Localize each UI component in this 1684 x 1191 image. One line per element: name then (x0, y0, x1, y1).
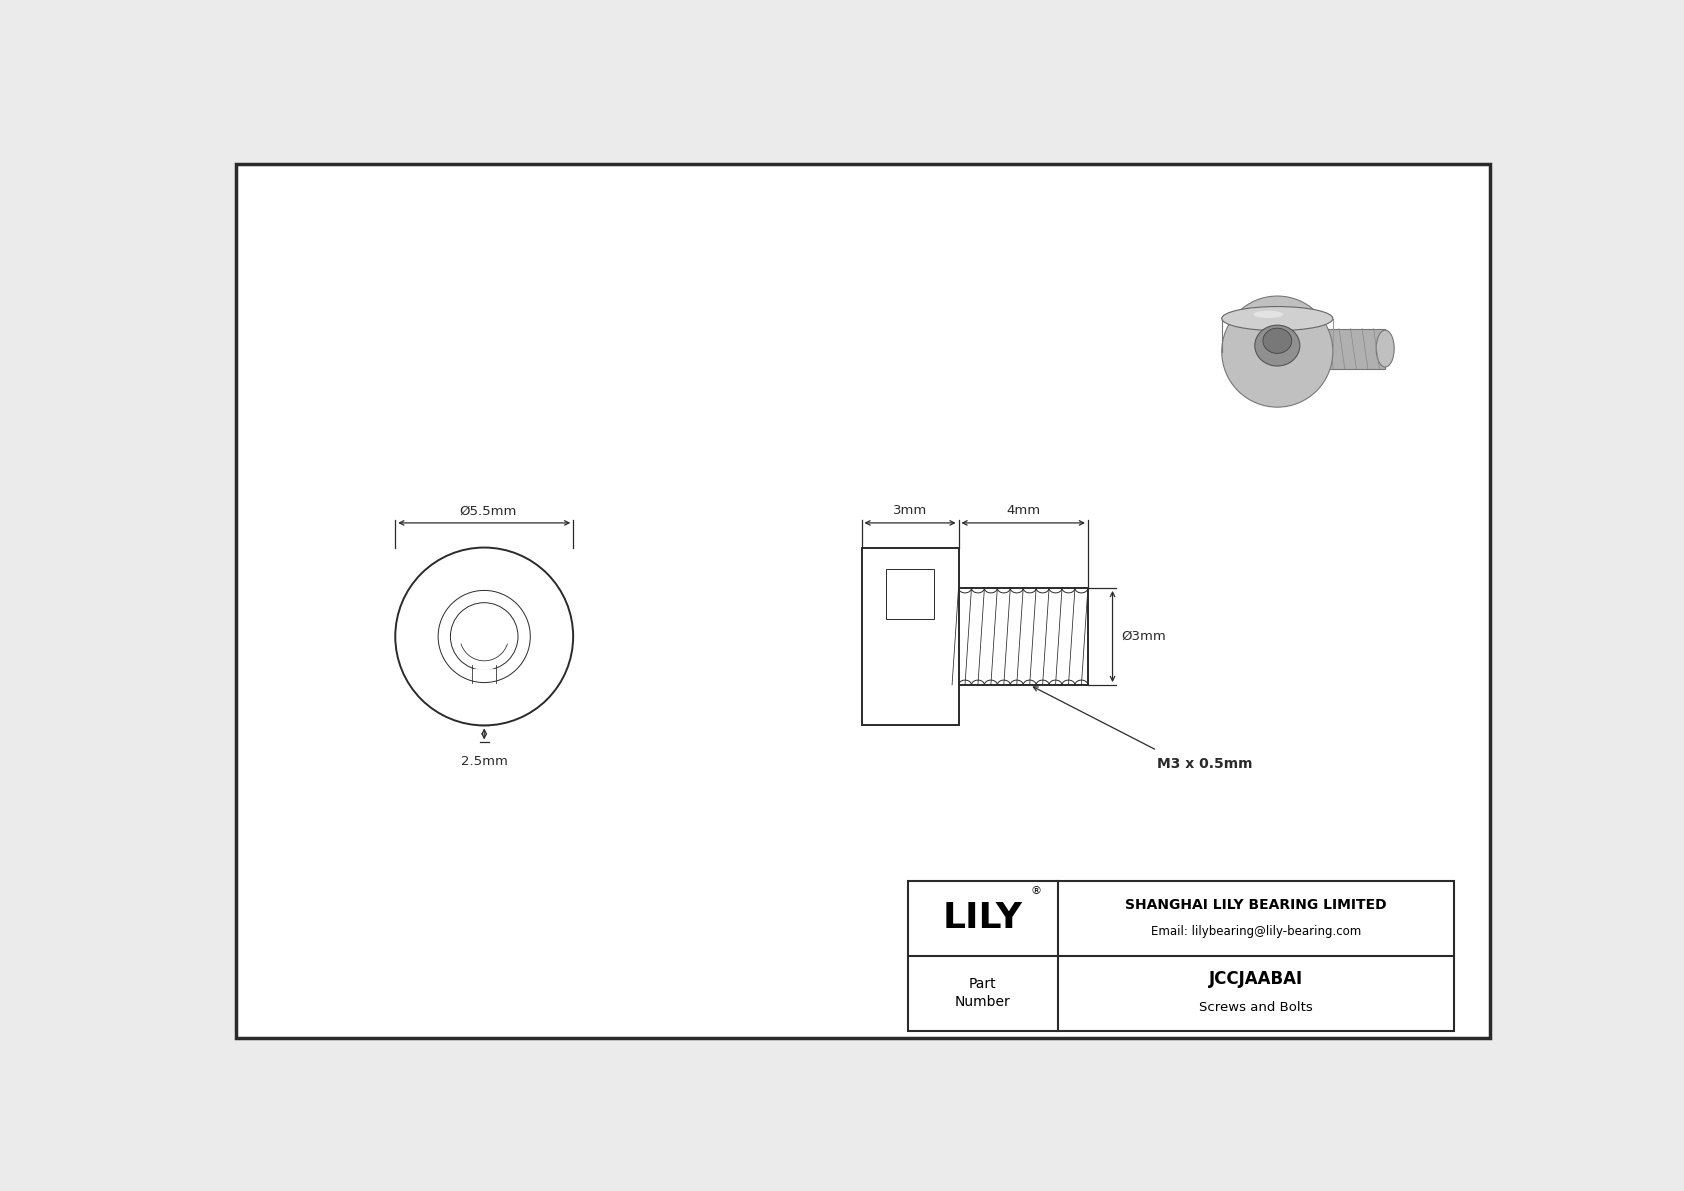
Text: 3mm: 3mm (893, 504, 928, 517)
Ellipse shape (1223, 306, 1332, 331)
Text: JCCJAABAI: JCCJAABAI (1209, 971, 1303, 989)
Text: Email: lilybearing@lily-bearing.com: Email: lilybearing@lily-bearing.com (1150, 924, 1361, 937)
Bar (886, 569, 935, 618)
Text: Screws and Bolts: Screws and Bolts (1199, 1000, 1314, 1014)
Text: LILY: LILY (943, 902, 1022, 935)
Text: Ø5.5mm: Ø5.5mm (460, 505, 517, 518)
Ellipse shape (1223, 297, 1332, 407)
Bar (1305, 329, 1386, 368)
Text: SHANGHAI LILY BEARING LIMITED: SHANGHAI LILY BEARING LIMITED (1125, 898, 1388, 912)
Text: Part
Number: Part Number (955, 977, 1010, 1010)
Ellipse shape (1376, 330, 1394, 367)
Bar (908, 880, 1455, 1030)
Ellipse shape (1253, 311, 1283, 318)
Circle shape (438, 591, 530, 682)
Text: M3 x 0.5mm: M3 x 0.5mm (1157, 756, 1253, 771)
Text: Ø3mm: Ø3mm (1122, 630, 1167, 643)
Bar (862, 548, 958, 725)
Text: ®: ® (1031, 886, 1041, 897)
Circle shape (396, 548, 573, 725)
Ellipse shape (1263, 329, 1292, 354)
Circle shape (450, 603, 519, 671)
Text: 4mm: 4mm (1005, 504, 1041, 517)
Ellipse shape (1255, 325, 1300, 366)
Text: 2.5mm: 2.5mm (461, 755, 507, 768)
